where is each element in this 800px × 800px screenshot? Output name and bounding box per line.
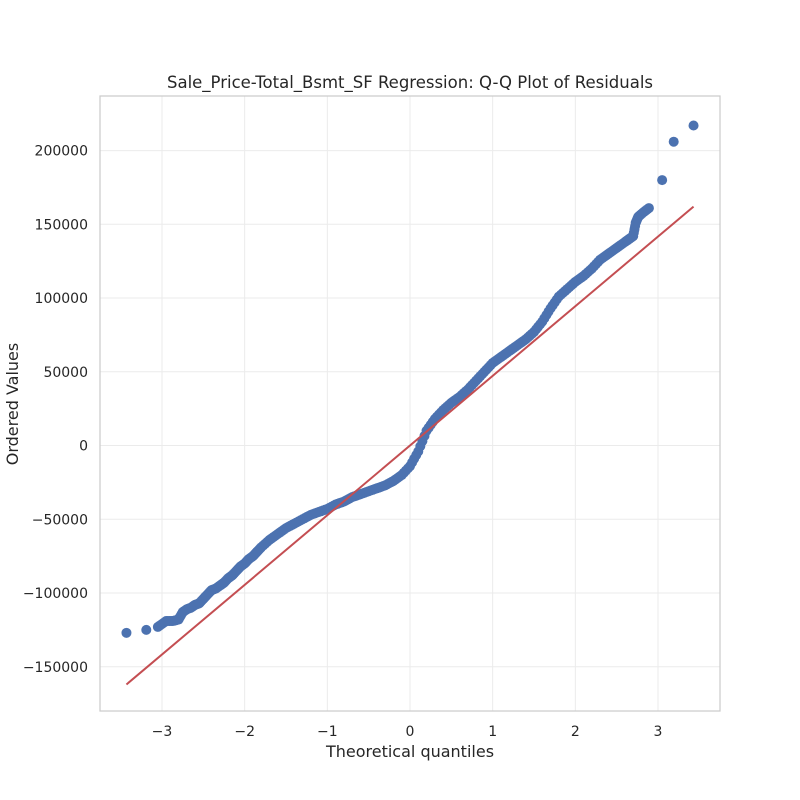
x-tick-label: 0 xyxy=(406,724,415,740)
data-points xyxy=(121,120,699,638)
y-tick-label: 50000 xyxy=(43,365,88,381)
x-tick-label: −2 xyxy=(234,724,255,740)
data-point xyxy=(121,627,132,638)
x-tick-label: 3 xyxy=(654,724,663,740)
y-tick-label: −50000 xyxy=(32,512,88,528)
y-tick-label: 200000 xyxy=(35,144,88,160)
chart-title: Sale_Price-Total_Bsmt_SF Regression: Q-Q… xyxy=(167,73,653,93)
y-tick-label: 150000 xyxy=(35,217,88,233)
data-point xyxy=(668,136,679,147)
y-tick-label: −150000 xyxy=(23,660,88,676)
x-tick-label: 1 xyxy=(488,724,497,740)
fit-line-group xyxy=(125,205,695,686)
x-tick-labels: −3 −2 −1 0 1 2 3 xyxy=(152,724,663,740)
data-point xyxy=(657,175,668,186)
data-point xyxy=(643,203,654,214)
y-tick-label: 0 xyxy=(79,439,88,455)
data-point xyxy=(688,120,699,131)
y-tick-label: −100000 xyxy=(23,586,88,602)
grid-lines xyxy=(100,96,720,711)
x-axis-label: Theoretical quantiles xyxy=(325,742,494,761)
x-tick-label: −3 xyxy=(152,724,173,740)
y-axis-label: Ordered Values xyxy=(3,343,22,465)
data-point xyxy=(141,624,152,635)
plot-frame xyxy=(99,95,721,712)
fit-line xyxy=(125,205,695,686)
y-tick-labels: −150000 −100000 −50000 0 50000 100000 150000 20… xyxy=(23,144,88,676)
x-tick-label: −1 xyxy=(317,724,338,740)
x-tick-label: 2 xyxy=(571,724,580,740)
y-tick-label: 100000 xyxy=(35,291,88,307)
